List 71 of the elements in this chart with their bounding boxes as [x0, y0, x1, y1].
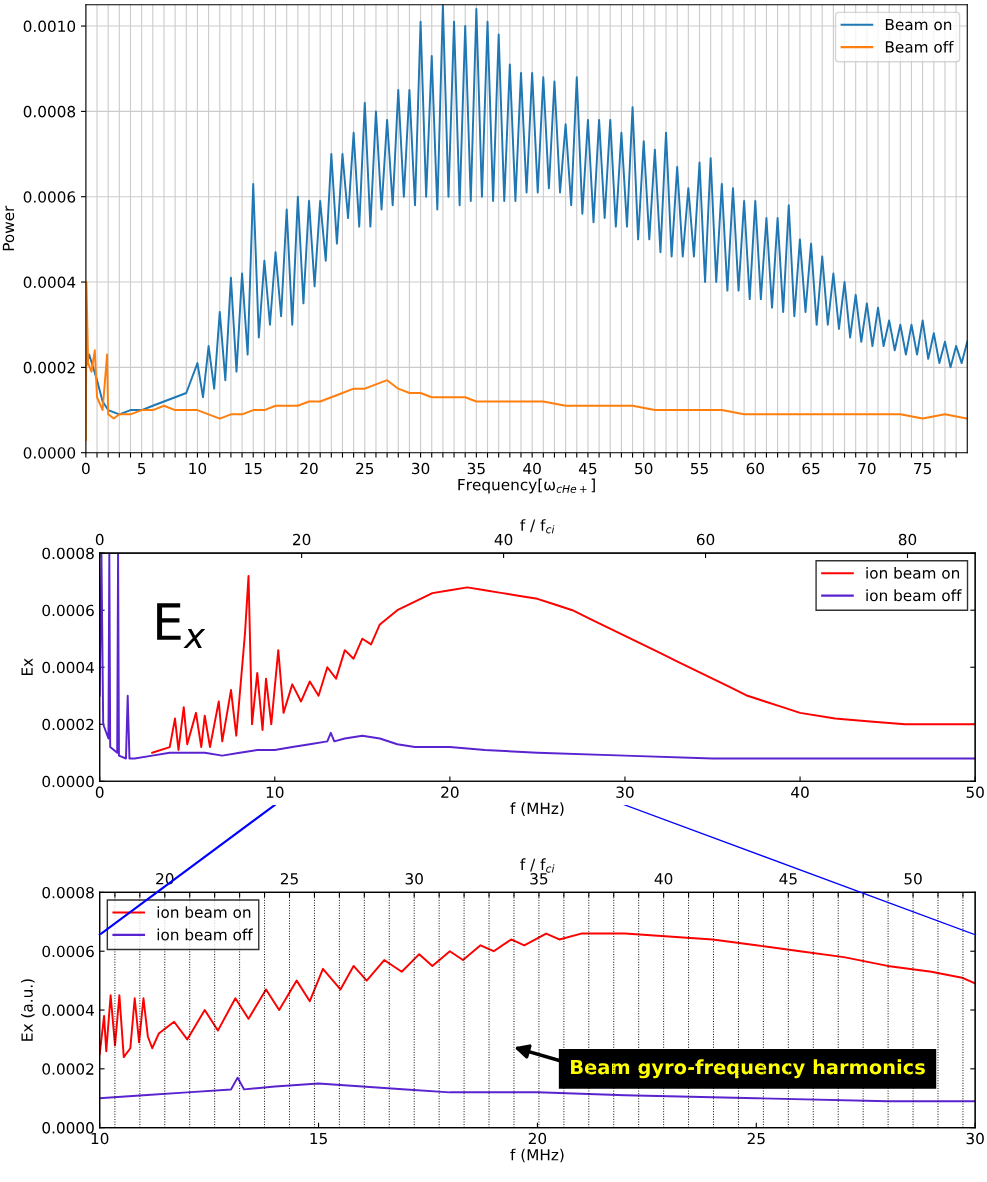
x-tick-label: 50 — [966, 786, 984, 798]
x-tick-label: 0 — [95, 786, 104, 798]
y-tick-label: 0.0002 — [42, 1063, 94, 1075]
x-tick-label: 15 — [245, 462, 262, 475]
x-tick-label: 25 — [747, 1132, 765, 1145]
x2-tick-label: 60 — [696, 533, 715, 546]
y-tick-label: 0.0010 — [23, 20, 76, 33]
y-tick-label: 0.0000 — [42, 1122, 94, 1134]
y-axis-title: Ex (a.u.) — [21, 979, 35, 1041]
y-tick-label: 0.0006 — [42, 604, 94, 617]
x-tick-label: 10 — [266, 786, 284, 798]
x-tick-label: 25 — [356, 462, 374, 475]
x-tick-label: 10 — [91, 1132, 109, 1145]
x2-tick-label: 20 — [293, 533, 311, 546]
x-tick-label: 75 — [914, 462, 932, 475]
x2-tick-label: 40 — [494, 533, 513, 546]
legend-label: ion beam on — [866, 566, 960, 579]
y-tick-label: 0.0006 — [23, 191, 76, 203]
x2-tick-label: 30 — [405, 873, 423, 885]
x2-tick-label: 0 — [95, 533, 104, 546]
y-tick-label: 0.0000 — [23, 447, 76, 459]
x-tick-label: 15 — [310, 1132, 327, 1145]
x2-tick-label: 50 — [904, 873, 922, 885]
y-tick-label: 0.0008 — [42, 886, 94, 899]
x-tick-label: 20 — [528, 1132, 547, 1145]
legend-label: Beam off — [885, 40, 954, 53]
y-tick-label: 0.0000 — [42, 775, 94, 788]
y-tick-label: 0.0002 — [23, 361, 75, 374]
legend-label: Beam on — [885, 18, 952, 31]
x2-tick-label: 40 — [654, 873, 673, 885]
x-tick-label: 20 — [441, 786, 459, 798]
legend-label: ion beam on — [157, 906, 251, 918]
y-tick-label: 0.0004 — [23, 276, 76, 289]
x-tick-label: 20 — [300, 462, 318, 475]
x-axis-title: f (MHz) — [510, 1148, 564, 1163]
x2-tick-label: 80 — [898, 533, 917, 546]
y-tick-label: 0.0004 — [42, 661, 94, 674]
x-tick-label: 40 — [791, 786, 809, 798]
x2-axis-title: f / f$_{ci}$ — [520, 858, 555, 873]
x-tick-label: 55 — [690, 462, 708, 475]
x-tick-label: 35 — [467, 462, 485, 475]
y-axis-title: Power — [2, 205, 15, 251]
x-tick-label: 45 — [578, 462, 597, 475]
x-tick-label: 30 — [616, 786, 634, 798]
x-tick-label: 50 — [635, 462, 653, 475]
x-tick-label: 0 — [82, 462, 90, 475]
y-tick-label: 0.0004 — [42, 1004, 94, 1017]
x-axis-title: f (MHz) — [510, 802, 564, 816]
x-tick-label: 65 — [802, 462, 820, 475]
x-tick-label: 70 — [858, 462, 876, 475]
x-tick-label: 30 — [412, 462, 430, 475]
x-axis-title: Frequency[ω$_{cHe+}$] — [458, 478, 595, 494]
x2-tick-label: 35 — [530, 873, 548, 885]
x2-tick-label: 45 — [779, 873, 797, 885]
y-tick-label: 0.0006 — [42, 945, 94, 958]
annotation: E$_{x}$ — [157, 603, 206, 649]
x2-axis-title: f / f$_{ci}$ — [520, 519, 555, 534]
y-axis-title: Ex — [21, 658, 33, 676]
x-tick-label: 60 — [746, 462, 764, 475]
legend-label: ion beam off — [157, 928, 253, 941]
y-tick-label: 0.0002 — [42, 718, 94, 731]
x2-tick-label: 20 — [156, 873, 174, 885]
x-tick-label: 10 — [189, 462, 207, 475]
x-tick-label: 5 — [137, 462, 146, 475]
y-tick-label: 0.0008 — [42, 547, 94, 560]
x-tick-label: 30 — [966, 1132, 984, 1145]
y-tick-label: 0.0008 — [23, 105, 76, 118]
annotation: Beam gyro-frequency harmonics — [571, 1059, 925, 1079]
x2-tick-label: 25 — [280, 873, 298, 885]
legend-label: ion beam off — [866, 589, 962, 602]
x-tick-label: 40 — [523, 462, 541, 475]
